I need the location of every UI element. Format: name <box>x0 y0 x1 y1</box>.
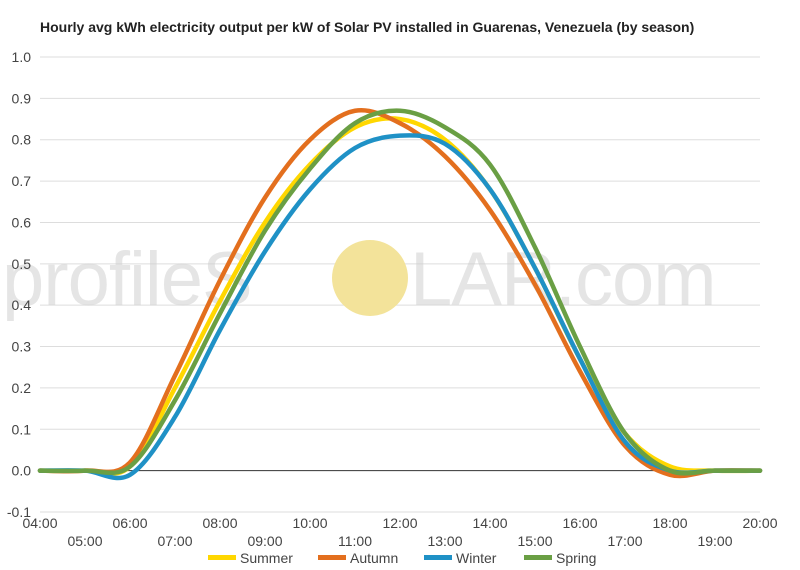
x-tick-label: 09:00 <box>247 533 282 549</box>
y-tick-label: 0.5 <box>12 256 32 272</box>
legend-swatch <box>208 555 236 560</box>
x-tick-label: 14:00 <box>472 515 507 531</box>
legend-item-summer: Summer <box>208 550 293 566</box>
x-tick-label: 17:00 <box>607 533 642 549</box>
series-line-autumn <box>37 107 763 479</box>
y-tick-label: -0.1 <box>7 504 31 520</box>
x-tick-label: 04:00 <box>22 515 57 531</box>
series-lines <box>37 107 763 481</box>
y-tick-label: 1.0 <box>12 49 32 65</box>
legend-label: Winter <box>456 550 497 566</box>
legend-swatch <box>524 555 552 560</box>
y-tick-label: 0.0 <box>12 463 32 479</box>
y-tick-label: 0.9 <box>12 90 32 106</box>
legend-label: Spring <box>556 550 596 566</box>
series-line-winter <box>37 133 763 481</box>
chart-title: Hourly avg kWh electricity output per kW… <box>40 19 694 35</box>
x-axis-ticks: 04:00 06:00 08:00 10:00 12:00 14:00 16:00 18:00… <box>22 515 777 549</box>
y-tick-label: 0.4 <box>12 297 32 313</box>
x-tick-label: 06:00 <box>112 515 147 531</box>
x-tick-label: 12:00 <box>382 515 417 531</box>
x-tick-label: 08:00 <box>202 515 237 531</box>
y-tick-label: 0.3 <box>12 339 32 355</box>
legend-swatch <box>318 555 346 560</box>
x-tick-label: 07:00 <box>157 533 192 549</box>
x-tick-label: 05:00 <box>67 533 102 549</box>
x-tick-label: 10:00 <box>292 515 327 531</box>
x-tick-label: 13:00 <box>427 533 462 549</box>
legend-label: Autumn <box>350 550 398 566</box>
x-tick-label: 11:00 <box>338 533 372 549</box>
legend-swatch <box>424 555 452 560</box>
watermark-text-left: profileS <box>2 237 252 322</box>
x-tick-label: 16:00 <box>562 515 597 531</box>
x-tick-label: 19:00 <box>697 533 732 549</box>
legend-item-winter: Winter <box>424 550 497 566</box>
legend: Summer Autumn Winter Spring <box>208 550 596 566</box>
y-tick-label: 0.8 <box>12 132 32 148</box>
legend-item-autumn: Autumn <box>318 550 398 566</box>
watermark-sun-icon <box>332 240 408 316</box>
series-line-spring <box>37 108 763 476</box>
x-tick-label: 20:00 <box>742 515 777 531</box>
legend-item-spring: Spring <box>524 550 596 566</box>
y-tick-label: 0.2 <box>12 380 32 396</box>
y-tick-label: 0.6 <box>12 214 32 230</box>
y-axis-ticks: 1.0 0.9 0.8 0.7 0.6 0.5 0.4 0.3 0.2 0.1 0.0 -0.1 <box>7 49 31 520</box>
x-tick-label: 18:00 <box>652 515 687 531</box>
watermark: profileS LAR.com <box>2 237 717 322</box>
y-tick-label: 0.1 <box>12 421 32 437</box>
legend-label: Summer <box>240 550 293 566</box>
x-tick-label: 15:00 <box>517 533 552 549</box>
y-tick-label: 0.7 <box>12 173 32 189</box>
